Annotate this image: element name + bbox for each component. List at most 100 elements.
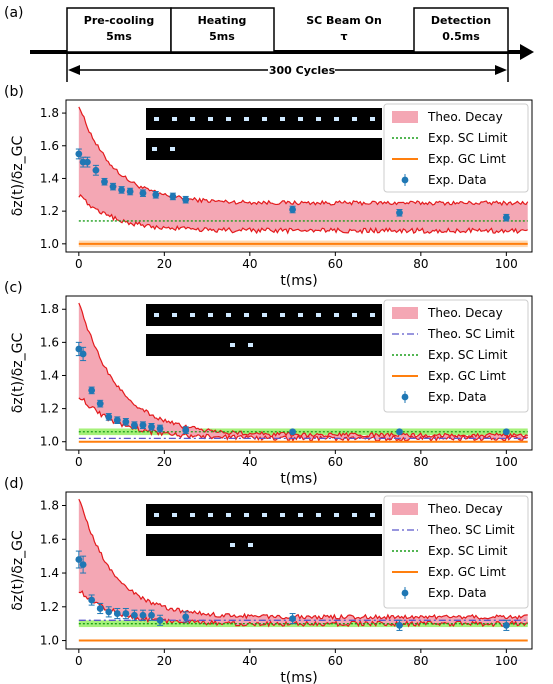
atom-image-spot: [230, 543, 235, 547]
atom-image-spot: [316, 313, 321, 317]
camera-image-strip: [146, 138, 382, 160]
panel-label: (d): [4, 476, 24, 492]
data-point: [113, 610, 121, 617]
atom-image-spot: [334, 513, 339, 517]
theo-decay-upper-line: [78, 106, 529, 207]
atom-image-spot: [208, 313, 213, 317]
x-tick-label: 100: [495, 455, 518, 469]
legend-swatch-decay: [392, 307, 418, 319]
atom-image-spot: [316, 513, 321, 517]
legend-label: Exp. SC Limit: [428, 544, 508, 558]
stage-box-detection: [413, 7, 509, 53]
y-tick-label: 1.2: [40, 402, 59, 416]
y-tick-label: 1.6: [40, 139, 59, 153]
atom-image-spot: [298, 513, 303, 517]
legend-label: Exp. Data: [428, 390, 487, 404]
x-tick-label: 80: [413, 654, 428, 668]
stage-beam-duration: τ: [340, 30, 347, 43]
stage-detection-name: Detection: [431, 14, 491, 27]
theo-decay-upper-line: [78, 302, 528, 439]
x-tick-label: 60: [328, 654, 343, 668]
x-tick-label: 20: [157, 455, 172, 469]
data-point: [79, 561, 87, 568]
atom-image-spot: [244, 513, 249, 517]
x-axis-label: t(ms): [280, 670, 317, 684]
data-point: [148, 611, 155, 619]
legend-label: Exp. Data: [428, 173, 487, 187]
atom-image-spot: [334, 313, 339, 317]
atom-image-spot: [352, 513, 357, 517]
data-point: [131, 611, 138, 619]
data-point: [289, 206, 296, 213]
cycle-arrowhead-left: [68, 65, 80, 75]
legend-swatch-data: [401, 589, 409, 597]
theo-decay-lower-line: [78, 590, 528, 628]
theo-decay-lower-line: [78, 194, 528, 235]
atom-image-spot: [172, 117, 177, 121]
legend-label: Exp. SC Limit: [428, 348, 508, 362]
theo-decay-upper-line: [78, 498, 528, 621]
atom-image-spot: [244, 117, 249, 121]
legend-label: Exp. GC Limt: [428, 152, 506, 166]
atom-image-spot: [190, 117, 195, 121]
atom-image-spot: [172, 513, 177, 517]
y-tick-label: 1.8: [40, 302, 59, 316]
legend-label: Theo. Decay: [427, 306, 503, 320]
atom-image-spot: [280, 513, 285, 517]
data-point: [122, 418, 130, 426]
x-axis-label: t(ms): [280, 471, 317, 487]
data-point: [105, 608, 113, 616]
timeline-panel: (a) Pre-cooling 5ms Heating 5ms SC Beam …: [4, 5, 534, 82]
x-tick-label: 60: [328, 455, 343, 469]
x-tick-label: 0: [75, 654, 83, 668]
data-point: [289, 615, 296, 623]
atom-image-spot: [208, 117, 213, 121]
legend-swatch-data: [401, 393, 409, 401]
chart-panel-c: (c) 0 20 40 60 80 100 1.0 1.2 1.4 1.6 1.8 t(ms) δz(t)…: [4, 280, 533, 487]
y-tick-label: 1.0: [40, 634, 59, 648]
timeline-arrowhead: [520, 44, 534, 60]
legend-label: Theo. Decay: [427, 502, 503, 516]
atom-image-spot: [248, 343, 253, 347]
data-point: [105, 413, 113, 421]
data-point: [169, 193, 177, 200]
data-point: [182, 613, 190, 621]
atom-image-spot: [280, 313, 285, 317]
atom-image-spot: [370, 313, 375, 317]
data-point: [152, 191, 160, 199]
data-point: [131, 421, 138, 429]
atom-image-spot: [230, 343, 235, 347]
atom-image-spot: [262, 117, 267, 121]
data-point: [101, 178, 108, 186]
data-point: [502, 621, 510, 629]
data-point: [96, 400, 104, 408]
stage-heating-duration: 5ms: [209, 30, 235, 43]
legend-label: Exp. Data: [428, 586, 487, 600]
data-point: [156, 425, 164, 432]
data-point: [126, 188, 134, 195]
y-tick-label: 1.4: [40, 566, 59, 580]
data-point: [118, 186, 125, 194]
legend-swatch-decay: [392, 503, 418, 515]
cycles-label: 300 Cycles: [269, 64, 336, 77]
atom-image-spot: [298, 313, 303, 317]
x-tick-label: 40: [242, 654, 257, 668]
atom-image-spot: [248, 543, 253, 547]
atom-image-spot: [280, 117, 285, 121]
x-tick-label: 100: [495, 654, 518, 668]
atom-image-spot: [298, 117, 303, 121]
data-point: [75, 150, 83, 158]
data-point: [113, 416, 121, 424]
atom-image-spot: [352, 117, 357, 121]
x-tick-label: 80: [413, 257, 428, 271]
atom-image-spot: [352, 313, 357, 317]
axes-frame: [65, 295, 533, 451]
panel-label-a: (a): [4, 5, 24, 21]
legend-box: [383, 103, 529, 193]
legend-swatch-data: [401, 176, 409, 184]
legend-label: Theo. Decay: [427, 110, 503, 124]
x-tick-label: 60: [328, 257, 343, 271]
y-tick-label: 1.2: [40, 600, 59, 614]
y-tick-label: 1.2: [40, 204, 59, 218]
